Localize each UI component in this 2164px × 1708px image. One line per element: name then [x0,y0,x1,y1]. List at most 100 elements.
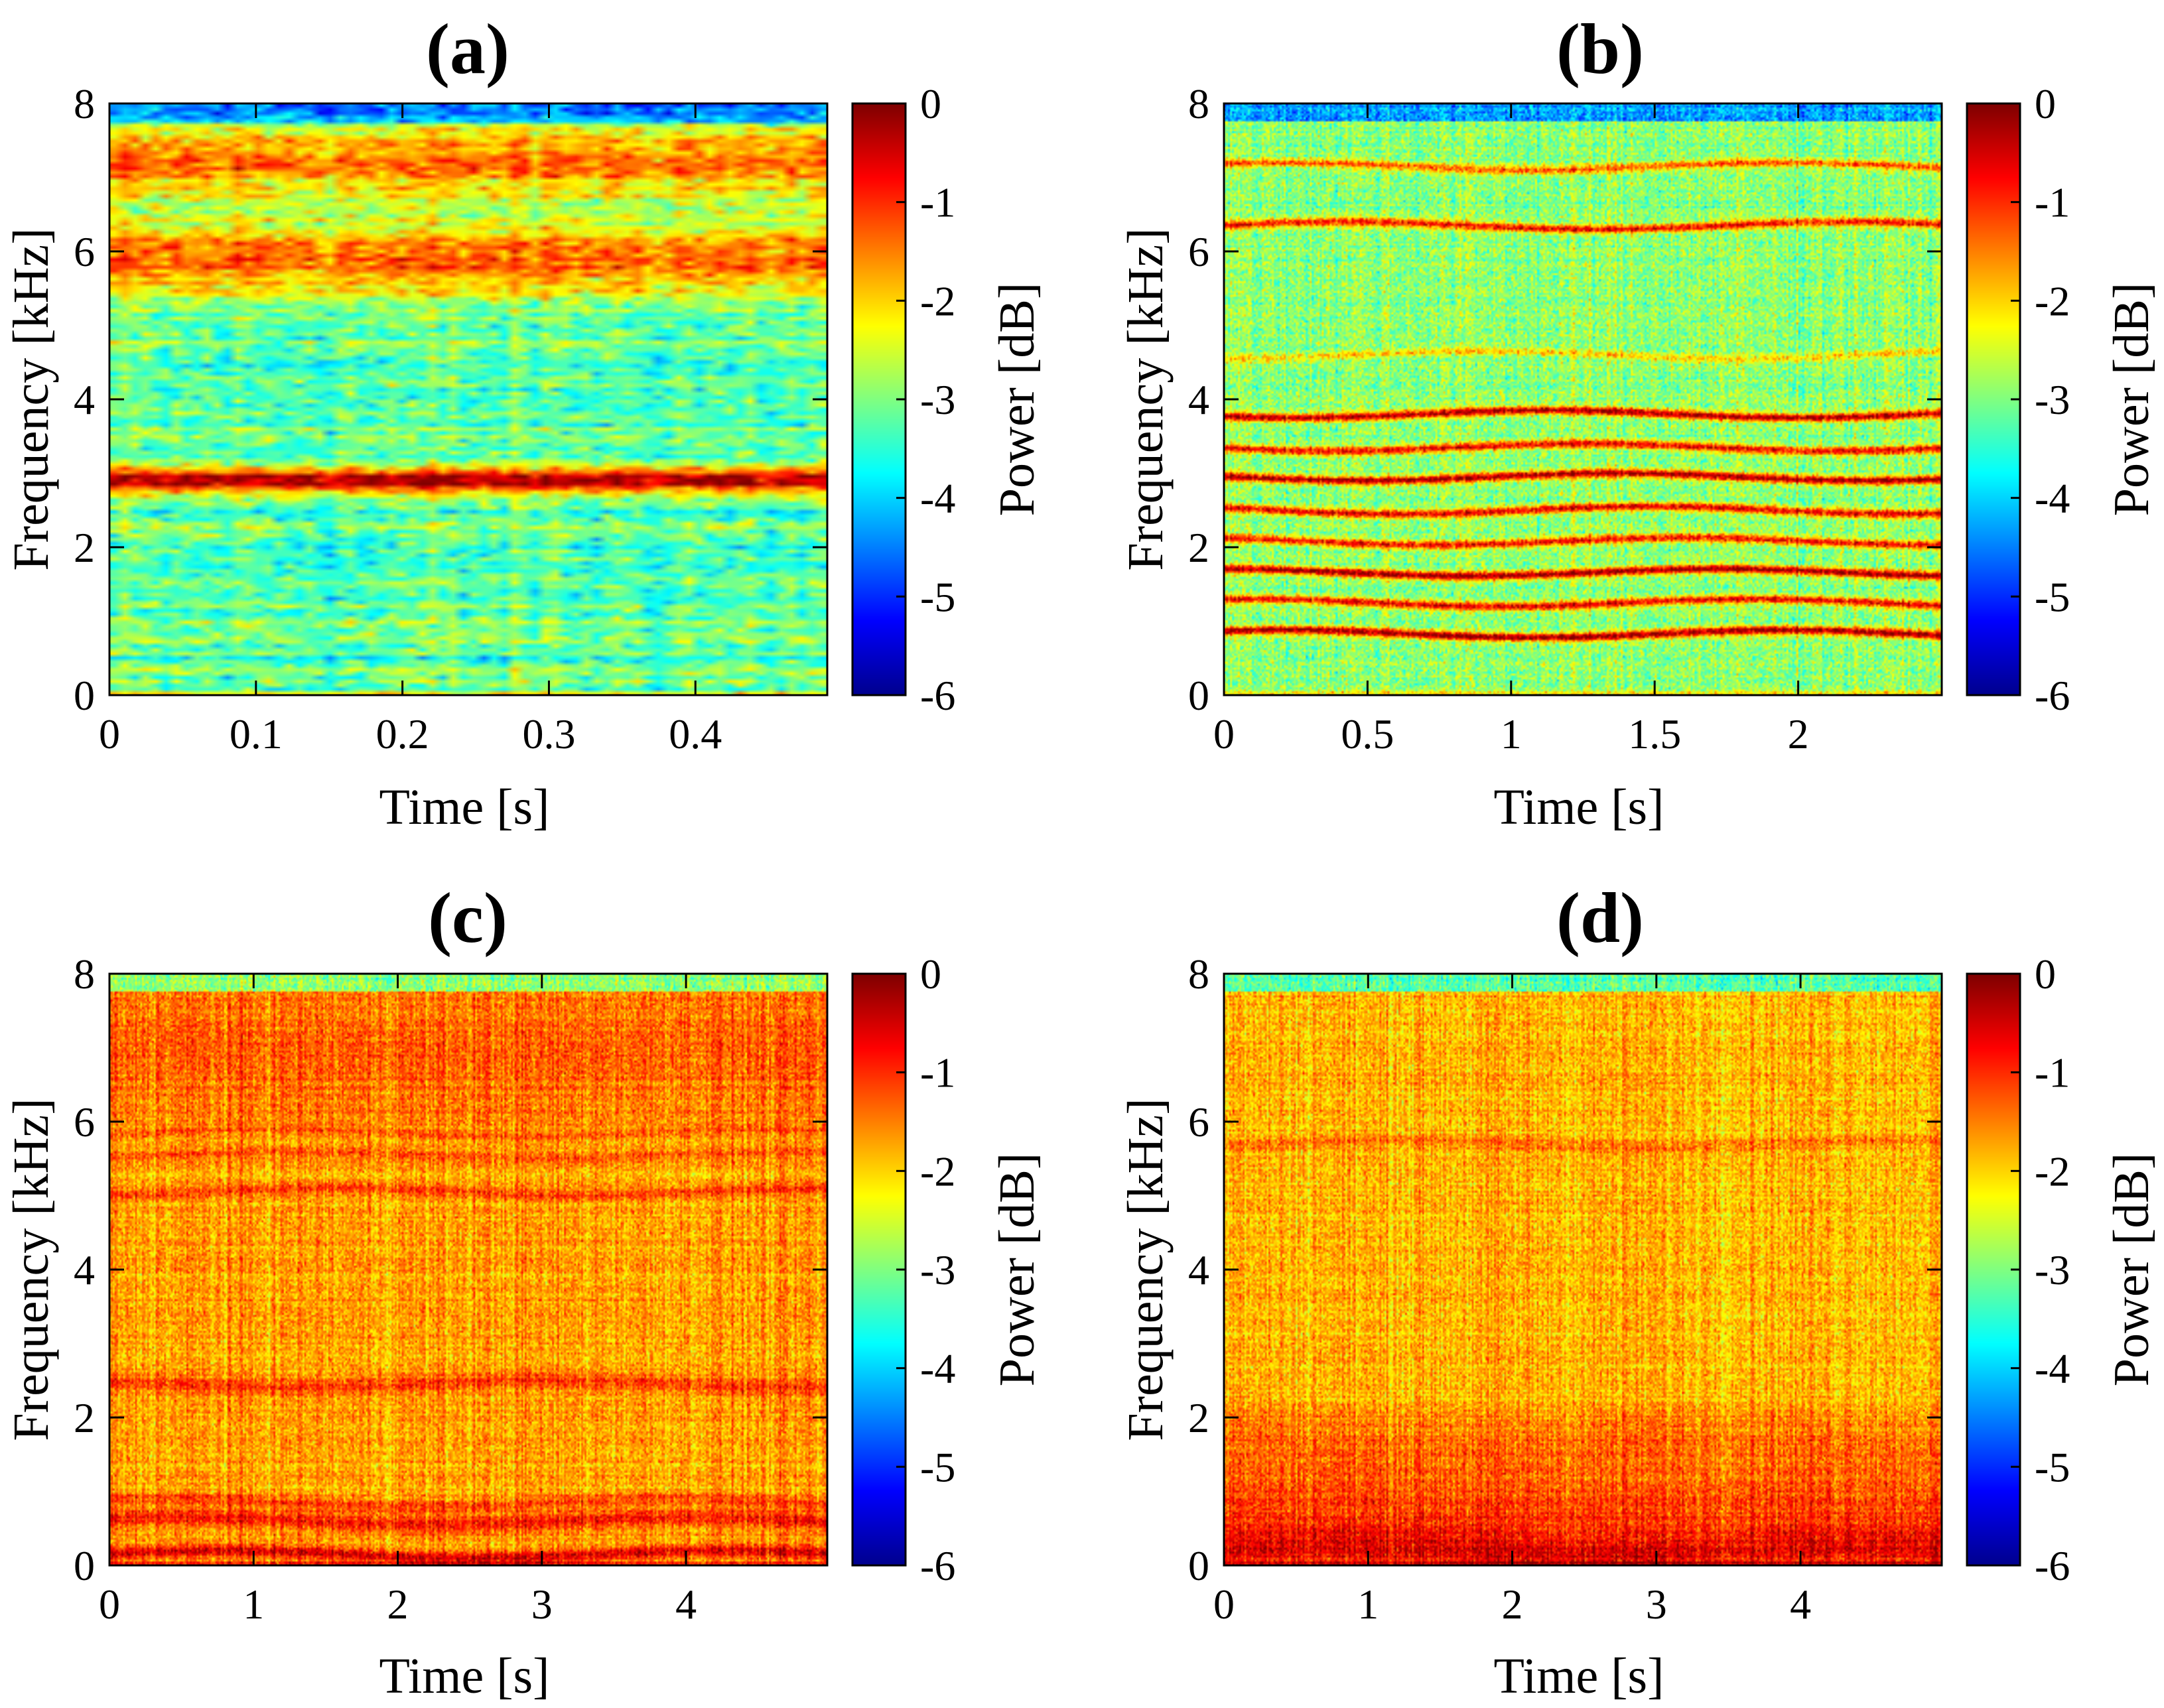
panel-c: (c) 0 1 2 3 4 0 2 4 6 8 Time [s] Frequency [kHz]… [3,879,1045,1704]
panel-c-heatmap [109,974,827,1565]
panel-a-x-tick-label: 0.4 [669,710,722,757]
panel-c-colorbar-tick-label: 0 [920,951,941,998]
panel-b-colorbar-tick-label: -1 [2035,179,2070,226]
panel-a-x-axis-label: Time [s] [379,779,550,835]
panel-a-colorbar-tick-label: -6 [920,672,955,719]
panel-a-y-tick-label: 6 [74,228,95,275]
panel-d-x-tick-label: 3 [1646,1581,1667,1628]
panel-d-colorbar-ticks: 0 -1 -2 -3 -4 -5 -6 [2011,951,2070,1589]
panel-a-x-ticks: 0 0.1 0.2 0.3 0.4 [99,103,722,757]
panel-a-colorbar-label: Power [dB] [989,283,1045,517]
panel-c-colorbar-tick-label: -3 [920,1246,955,1293]
panel-a-title: (a) [426,10,509,89]
panel-c-y-tick-label: 4 [74,1246,95,1293]
panel-c-y-ticks: 0 2 4 6 8 [74,951,827,1589]
panel-b-y-tick-label: 6 [1188,228,1209,275]
panel-b-colorbar-ticks: 0 -1 -2 -3 -4 -5 -6 [2011,80,2070,719]
panel-d-colorbar-tick-label: -4 [2035,1345,2070,1392]
panel-d-colorbar-label: Power [dB] [2104,1153,2159,1387]
panel-b-y-ticks: 0 2 4 6 8 [1188,80,1942,719]
panel-c-x-tick-label: 1 [243,1581,264,1628]
panel-d-y-axis-label: Frequency [kHz] [1118,1098,1174,1441]
panel-b-colorbar-label: Power [dB] [2104,283,2159,517]
panel-c-x-ticks: 0 1 2 3 4 [99,974,697,1628]
panel-a-x-tick-label: 0 [99,710,120,757]
panel-b-colorbar-tick-label: -5 [2035,573,2070,620]
panel-a-colorbar-tick-label: 0 [920,80,941,127]
panel-d-heatmap [1224,974,1942,1565]
panel-c-x-tick-label: 2 [387,1581,409,1628]
panel-d-title: (d) [1556,879,1644,958]
panel-b-colorbar-tick-label: -4 [2035,475,2070,522]
panel-d-colorbar-tick-label: -3 [2035,1246,2070,1293]
panel-a-colorbar-tick-label: -3 [920,376,955,423]
panel-b-title: (b) [1556,10,1644,89]
panel-c-x-tick-label: 3 [531,1581,553,1628]
panel-b-x-axis-label: Time [s] [1494,779,1664,835]
panel-d: (d) 0 1 2 3 4 0 2 4 6 8 Time [s] Frequency [kHz]… [1118,879,2159,1704]
panel-b-heatmap [1224,103,1942,695]
panel-d-y-tick-label: 6 [1188,1098,1209,1146]
panel-b-y-tick-label: 0 [1188,672,1209,719]
panel-b-y-tick-label: 4 [1188,376,1209,423]
panel-d-x-tick-label: 4 [1790,1581,1811,1628]
panel-d-y-tick-label: 0 [1188,1542,1209,1589]
panel-c-colorbar-label: Power [dB] [989,1153,1045,1387]
panel-a-x-tick-label: 0.1 [230,710,283,757]
panel-b-colorbar-tick-label: -6 [2035,672,2070,719]
panel-d-y-tick-label: 8 [1188,951,1209,998]
panel-b-x-tick-label: 1 [1501,710,1522,757]
panel-c-y-tick-label: 6 [74,1098,95,1146]
panel-b-x-tick-label: 0 [1213,710,1235,757]
panel-d-x-tick-label: 1 [1357,1581,1379,1628]
panel-a-y-tick-label: 4 [74,376,95,423]
panel-b-x-tick-label: 0.5 [1341,710,1394,757]
panel-d-colorbar-tick-label: -2 [2035,1148,2070,1195]
panel-c-x-tick-label: 4 [675,1581,697,1628]
panel-c-title: (c) [428,879,507,958]
panel-a-colorbar-tick-label: -2 [920,277,955,324]
panel-c-y-tick-label: 0 [74,1542,95,1589]
panel-c-y-tick-label: 8 [74,951,95,998]
panel-c-colorbar-ticks: 0 -1 -2 -3 -4 -5 -6 [896,951,955,1589]
panel-c-colorbar-tick-label: -1 [920,1049,955,1096]
panel-c-y-axis-label: Frequency [kHz] [3,1098,59,1441]
panel-a-colorbar-tick-label: -1 [920,179,955,226]
panel-d-colorbar-tick-label: -1 [2035,1049,2070,1096]
panel-b-y-axis-label: Frequency [kHz] [1118,228,1174,570]
panel-d-x-tick-label: 0 [1213,1581,1235,1628]
panel-d-y-ticks: 0 2 4 6 8 [1188,951,1942,1589]
panel-d-y-tick-label: 4 [1188,1246,1209,1293]
panel-a-heatmap [109,103,827,695]
panel-d-colorbar-tick-label: -6 [2035,1542,2070,1589]
panel-c-colorbar-tick-label: -6 [920,1542,955,1589]
panel-c-x-tick-label: 0 [99,1581,120,1628]
panel-a-y-tick-label: 0 [74,672,95,719]
panel-a-x-tick-label: 0.3 [522,710,575,757]
panel-d-x-tick-label: 2 [1502,1581,1523,1628]
panel-a-y-axis-label: Frequency [kHz] [3,228,59,570]
panel-c-colorbar-tick-label: -2 [920,1148,955,1195]
panel-b-x-tick-label: 2 [1788,710,1809,757]
panel-c-colorbar-tick-label: -4 [920,1345,955,1392]
panel-d-x-axis-label: Time [s] [1494,1648,1664,1704]
panel-a-y-ticks: 0 2 4 6 8 [74,80,827,719]
panel-b-colorbar-tick-label: -3 [2035,376,2070,423]
panel-d-colorbar-tick-label: 0 [2035,951,2056,998]
panel-b-colorbar-tick-label: 0 [2035,80,2056,127]
panel-a-y-tick-label: 2 [74,524,95,571]
panel-c-y-tick-label: 2 [74,1394,95,1441]
panel-a-colorbar-ticks: 0 -1 -2 -3 -4 -5 -6 [896,80,955,719]
panel-d-x-ticks: 0 1 2 3 4 [1213,974,1811,1628]
panel-b-colorbar-tick-label: -2 [2035,277,2070,324]
panel-a-colorbar-tick-label: -5 [920,573,955,620]
panel-a-y-tick-label: 8 [74,80,95,127]
panel-b-y-tick-label: 2 [1188,524,1209,571]
panel-b-x-tick-label: 1.5 [1628,710,1681,757]
panel-b-y-tick-label: 8 [1188,80,1209,127]
panel-c-x-axis-label: Time [s] [379,1648,550,1704]
panel-d-y-tick-label: 2 [1188,1394,1209,1441]
panel-c-colorbar-tick-label: -5 [920,1443,955,1490]
panel-a: (a) 0 0.1 0.2 0.3 0.4 0 2 4 6 8 Time [s] Frequen… [3,10,1045,835]
